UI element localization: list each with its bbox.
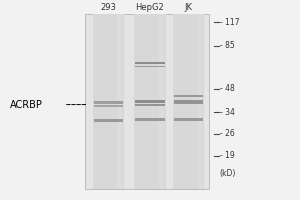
Text: - 85: - 85 bbox=[220, 41, 235, 50]
Bar bbox=[94, 119, 123, 122]
Bar bbox=[135, 66, 165, 67]
Bar bbox=[173, 14, 204, 189]
Bar bbox=[85, 14, 209, 189]
Bar bbox=[118, 14, 122, 189]
Text: ACRBP: ACRBP bbox=[10, 100, 43, 110]
Bar bbox=[198, 14, 202, 189]
Bar bbox=[135, 104, 165, 106]
Text: - 26: - 26 bbox=[220, 129, 235, 138]
Bar bbox=[174, 100, 203, 104]
Bar bbox=[94, 101, 123, 104]
Bar bbox=[135, 118, 165, 121]
Text: - 34: - 34 bbox=[220, 108, 235, 117]
Bar bbox=[174, 118, 203, 121]
Text: JK: JK bbox=[184, 3, 193, 12]
Text: - 19: - 19 bbox=[220, 151, 235, 160]
Bar bbox=[135, 62, 165, 64]
Bar bbox=[93, 14, 124, 189]
Text: 293: 293 bbox=[100, 3, 116, 12]
Bar bbox=[174, 95, 203, 97]
Bar bbox=[135, 100, 165, 103]
Text: HepG2: HepG2 bbox=[136, 3, 164, 12]
Text: - 117: - 117 bbox=[220, 18, 239, 27]
Bar bbox=[159, 14, 164, 189]
Text: - 48: - 48 bbox=[220, 84, 235, 93]
Bar bbox=[94, 105, 123, 107]
Text: (kD): (kD) bbox=[220, 169, 236, 178]
Bar bbox=[134, 14, 166, 189]
